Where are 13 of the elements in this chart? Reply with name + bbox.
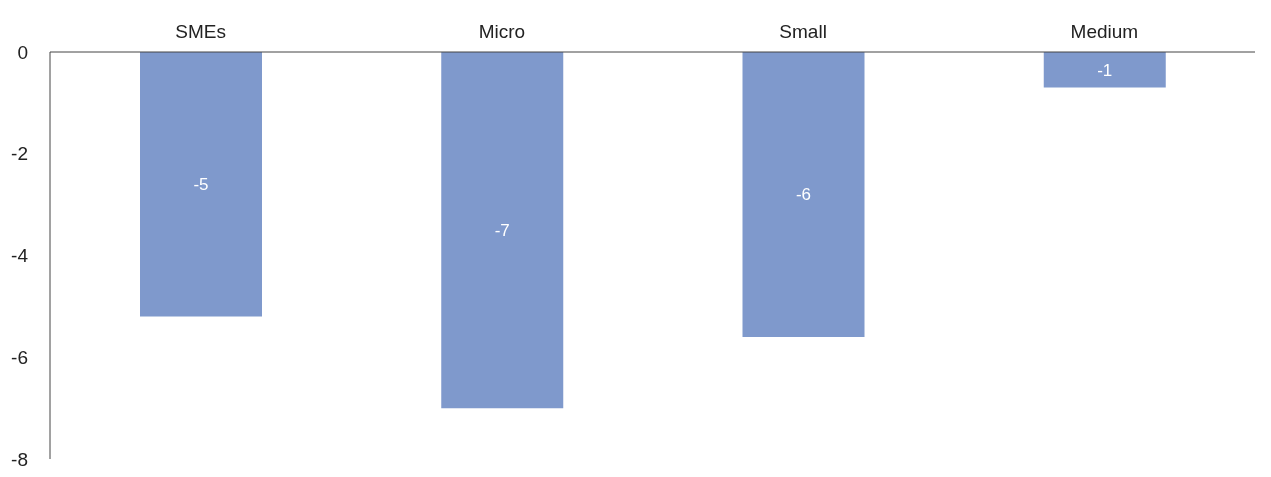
x-tick-label: Small xyxy=(779,21,827,42)
data-label: -6 xyxy=(795,185,812,205)
y-tick-label: -4 xyxy=(11,245,29,267)
x-tick-label: SMEs xyxy=(175,21,226,42)
data-label: -1 xyxy=(1097,60,1113,80)
y-tick-label: -8 xyxy=(11,448,28,470)
x-tick-label: Micro xyxy=(478,21,526,42)
data-label: -7 xyxy=(494,221,510,241)
data-label: -5 xyxy=(193,175,209,195)
y-tick-label: -2 xyxy=(11,143,28,165)
y-tick-label: 0 xyxy=(17,41,28,63)
x-tick-label: Medium xyxy=(1070,21,1139,42)
y-tick-label: -6 xyxy=(11,346,28,368)
